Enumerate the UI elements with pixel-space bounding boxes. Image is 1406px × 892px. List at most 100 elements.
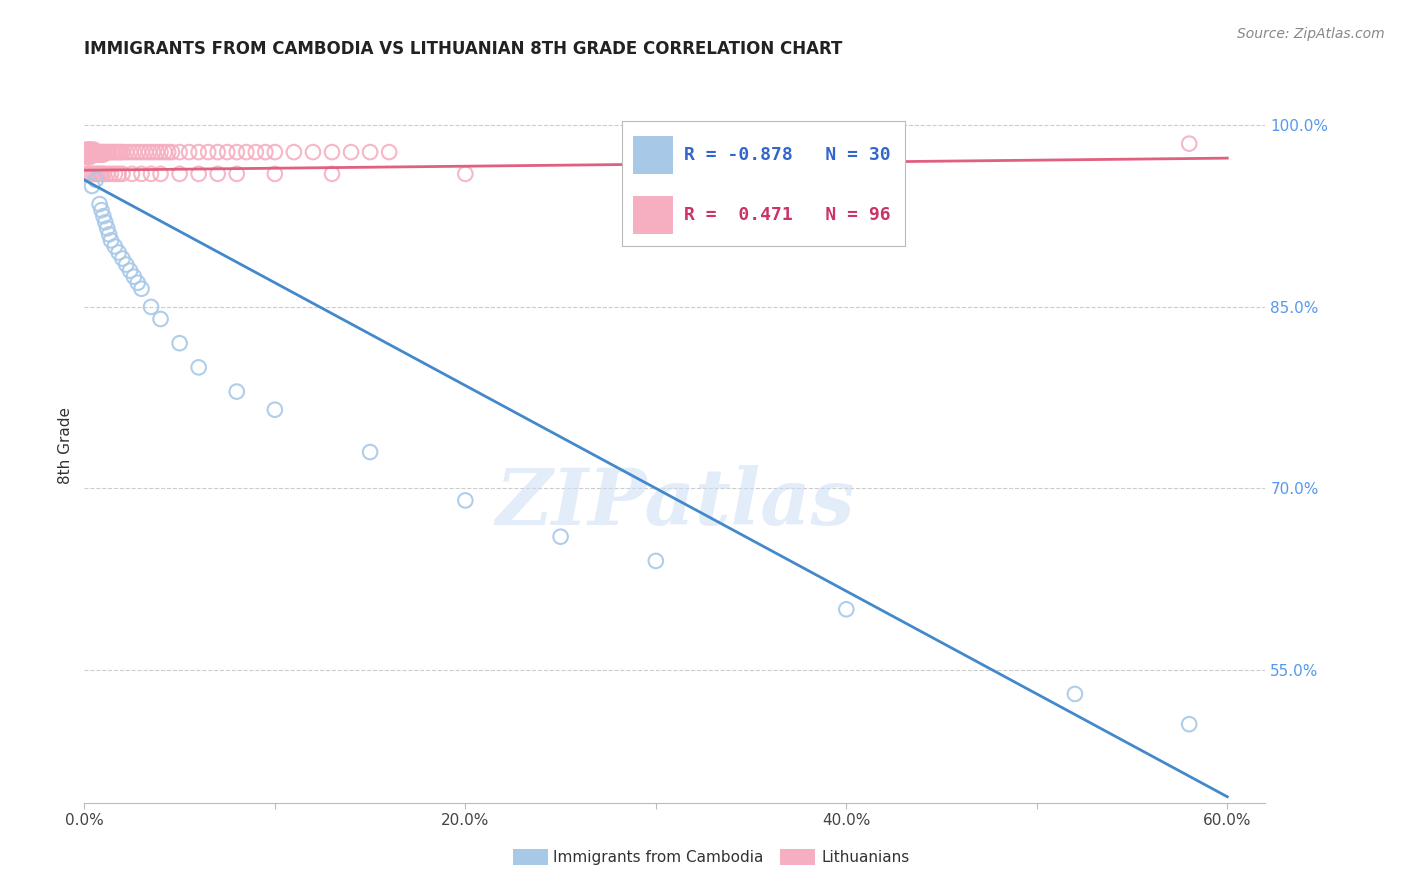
Point xyxy=(1178,717,1201,731)
Point xyxy=(111,167,134,181)
Point xyxy=(75,143,97,157)
Point xyxy=(77,145,100,160)
Point xyxy=(378,145,401,160)
FancyBboxPatch shape xyxy=(633,136,672,174)
Point xyxy=(835,602,858,616)
Point xyxy=(75,147,97,161)
Point xyxy=(359,145,381,160)
Point xyxy=(107,245,129,260)
Point xyxy=(83,147,105,161)
Point xyxy=(149,167,172,181)
Point xyxy=(550,530,572,544)
Point xyxy=(340,145,363,160)
Point xyxy=(122,145,145,160)
Point xyxy=(84,145,107,160)
Point xyxy=(96,145,118,160)
Point xyxy=(83,145,105,160)
Point xyxy=(93,147,115,161)
Point xyxy=(321,167,343,181)
Point xyxy=(79,147,101,161)
Point xyxy=(86,167,108,181)
Point xyxy=(187,167,209,181)
Point xyxy=(131,145,153,160)
Point xyxy=(127,276,149,290)
Point xyxy=(217,145,239,160)
Point xyxy=(359,445,381,459)
Point xyxy=(83,143,105,157)
Point xyxy=(225,167,247,181)
Point xyxy=(115,145,138,160)
Point xyxy=(263,402,285,417)
Point xyxy=(94,215,117,229)
Point xyxy=(115,258,138,272)
Point xyxy=(77,150,100,164)
Point xyxy=(79,150,101,164)
Y-axis label: 8th Grade: 8th Grade xyxy=(58,408,73,484)
Point xyxy=(90,203,112,218)
Point xyxy=(107,167,129,181)
Point xyxy=(75,167,97,181)
Point xyxy=(93,209,115,223)
Point xyxy=(254,145,277,160)
Point xyxy=(80,167,103,181)
Point xyxy=(235,145,257,160)
Text: Lithuanians: Lithuanians xyxy=(821,850,910,864)
Point xyxy=(169,145,191,160)
Point xyxy=(104,145,127,160)
Point xyxy=(122,269,145,284)
Point xyxy=(83,167,105,181)
Text: R = -0.878   N = 30: R = -0.878 N = 30 xyxy=(685,146,891,164)
Point xyxy=(644,554,666,568)
Point xyxy=(79,167,101,181)
Point xyxy=(79,143,101,157)
Point xyxy=(153,145,176,160)
Point xyxy=(107,145,129,160)
Point xyxy=(79,145,101,160)
Point xyxy=(225,384,247,399)
Point xyxy=(93,167,115,181)
Point xyxy=(454,493,477,508)
Point xyxy=(80,145,103,160)
Point xyxy=(120,263,142,277)
Point xyxy=(100,145,122,160)
Point xyxy=(96,221,118,235)
Point xyxy=(98,145,121,160)
Point xyxy=(127,145,149,160)
Point xyxy=(283,145,305,160)
Point xyxy=(139,300,162,314)
Point xyxy=(121,167,143,181)
Point xyxy=(90,145,112,160)
Point xyxy=(90,167,112,181)
Point xyxy=(145,145,167,160)
Point xyxy=(100,167,122,181)
Point xyxy=(139,167,162,181)
Point xyxy=(1064,687,1087,701)
Point xyxy=(90,147,112,161)
Point xyxy=(1178,136,1201,151)
Point xyxy=(160,145,183,160)
Point xyxy=(98,227,121,242)
Point xyxy=(89,147,111,161)
Point xyxy=(104,167,127,181)
Point xyxy=(93,145,115,160)
Point xyxy=(80,147,103,161)
Point xyxy=(207,167,229,181)
Point xyxy=(321,145,343,160)
Point xyxy=(131,282,153,296)
Text: IMMIGRANTS FROM CAMBODIA VS LITHUANIAN 8TH GRADE CORRELATION CHART: IMMIGRANTS FROM CAMBODIA VS LITHUANIAN 8… xyxy=(84,40,842,58)
Point xyxy=(104,239,127,253)
Point xyxy=(84,167,107,181)
Text: ZIPatlas: ZIPatlas xyxy=(495,465,855,541)
Text: Immigrants from Cambodia: Immigrants from Cambodia xyxy=(553,850,763,864)
Point xyxy=(86,145,108,160)
Point xyxy=(197,145,219,160)
Point xyxy=(134,145,156,160)
Point xyxy=(138,145,160,160)
Point xyxy=(225,145,247,160)
Point xyxy=(80,143,103,157)
Point xyxy=(187,145,209,160)
Point xyxy=(89,145,111,160)
Point xyxy=(245,145,267,160)
Point xyxy=(157,145,180,160)
Point xyxy=(110,145,132,160)
